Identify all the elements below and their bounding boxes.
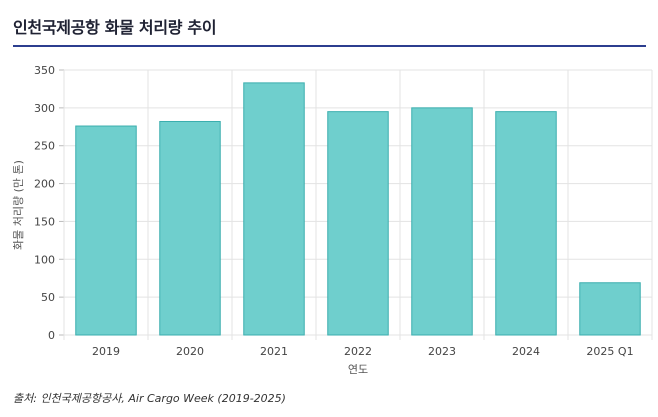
bar-2019: [75, 125, 137, 336]
y-tick-label: 200: [34, 178, 55, 191]
bars: [75, 82, 641, 336]
x-axis-label: 연도: [348, 363, 368, 376]
x-tick-label: 2024: [512, 345, 540, 358]
x-tick-labels: 2019 2020 2021 2022 2023 2024 2025 Q1: [92, 345, 634, 358]
chart-area: 0 50 100 150 200 250 300 350 2019 2020 2021 2022 20…: [0, 55, 658, 380]
bar-2021: [243, 82, 305, 336]
bar-2020: [159, 120, 221, 336]
y-axis-label: 화물 처리량 (만 톤): [12, 160, 25, 250]
y-tick-label: 50: [41, 291, 55, 304]
y-tick-labels: 0 50 100 150 200 250 300 350: [34, 64, 55, 342]
title-divider: [13, 45, 646, 47]
y-tick-label: 100: [34, 253, 55, 266]
bar-2023: [411, 107, 473, 336]
x-tick-label: 2019: [92, 345, 120, 358]
y-tick-label: 250: [34, 140, 55, 153]
x-tick-label: 2025 Q1: [586, 345, 633, 358]
x-tick-label: 2020: [176, 345, 204, 358]
y-tick-label: 300: [34, 102, 55, 115]
x-tick-label: 2021: [260, 345, 288, 358]
bar-2025-q1: [579, 282, 641, 336]
y-tick-label: 350: [34, 64, 55, 77]
x-tick-label: 2023: [428, 345, 456, 358]
y-tick-label: 150: [34, 215, 55, 228]
y-tick-label: 0: [48, 329, 55, 342]
bar-2024: [495, 111, 557, 336]
chart-title: 인천국제공항 화물 처리량 추이: [13, 18, 217, 37]
bar-2022: [327, 111, 389, 336]
x-tick-label: 2022: [344, 345, 372, 358]
source-note: 출처: 인천국제공항공사, Air Cargo Week (2019-2025): [13, 392, 286, 405]
